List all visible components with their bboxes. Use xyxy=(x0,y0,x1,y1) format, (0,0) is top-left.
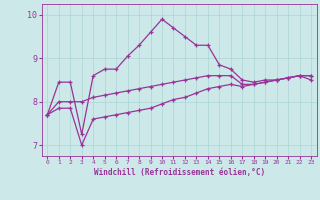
X-axis label: Windchill (Refroidissement éolien,°C): Windchill (Refroidissement éolien,°C) xyxy=(94,168,265,177)
